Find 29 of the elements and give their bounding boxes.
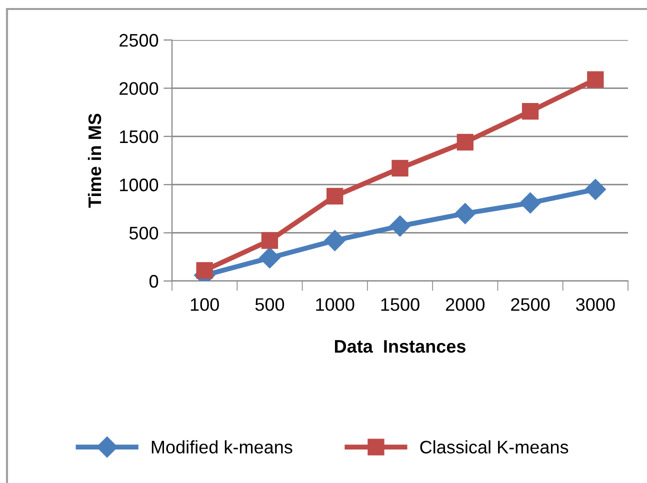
y-tick-label: 2000 (120, 82, 158, 95)
legend-label: Classical K-means (420, 440, 568, 454)
point (584, 178, 606, 200)
x-tick-label: 2000 (446, 298, 485, 311)
point (522, 103, 539, 120)
x-tick-label: 100 (190, 298, 219, 311)
y-tick-label: 1500 (120, 130, 158, 144)
x-tick-label: 2500 (511, 298, 550, 311)
x-tick-label: 3000 (576, 298, 615, 311)
y-tick-label: 0 (149, 274, 158, 288)
point (324, 230, 346, 252)
point (587, 71, 604, 88)
point (392, 160, 408, 177)
y-tick-label: 2500 (120, 34, 158, 47)
y-tick-label: 1000 (120, 178, 158, 192)
point (456, 134, 474, 151)
point (454, 203, 476, 224)
y-axis-title: Time in MS (88, 114, 102, 208)
x-axis-title: Data Instances (334, 340, 466, 353)
point (520, 192, 541, 214)
y-tick-label: 500 (129, 226, 158, 240)
point (389, 216, 411, 237)
legend-label: Modified k-means (152, 440, 292, 454)
point (326, 188, 344, 204)
x-tick-label: 1500 (381, 298, 420, 311)
point (259, 247, 280, 268)
point (261, 232, 278, 249)
x-tick-label: 1000 (316, 298, 354, 311)
x-tick-label: 500 (255, 298, 284, 311)
